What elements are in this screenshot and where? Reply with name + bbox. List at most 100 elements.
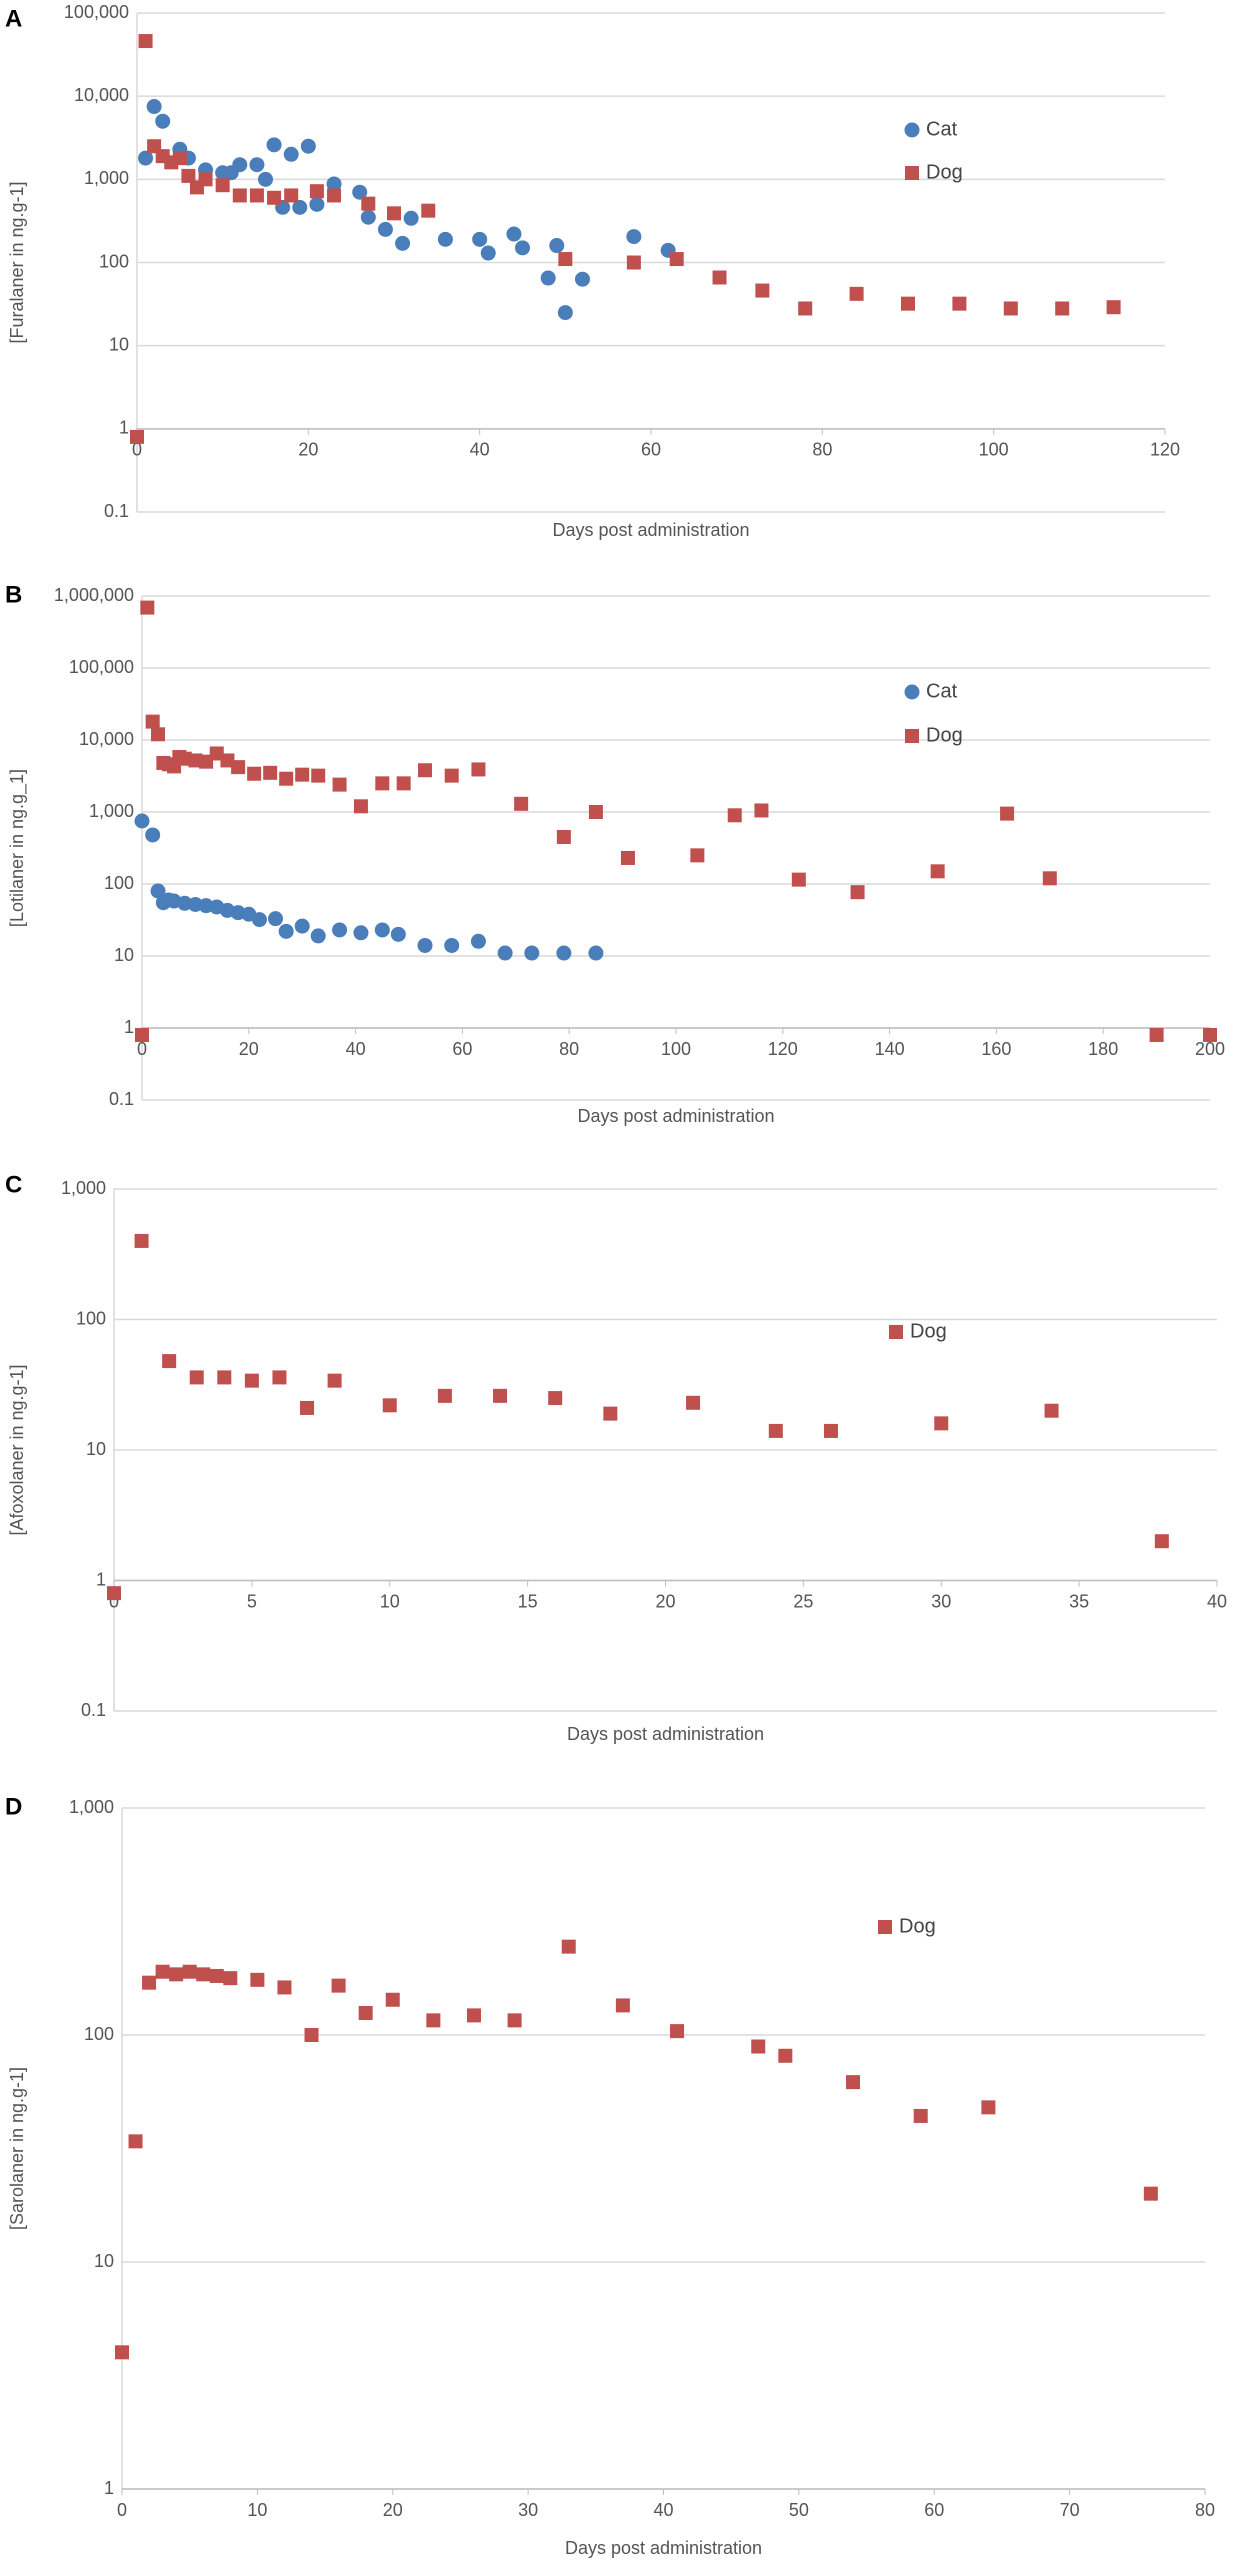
data-point	[361, 196, 376, 211]
y-tick-label: 1,000	[89, 801, 134, 821]
y-tick-label: 1,000	[84, 168, 129, 188]
data-point	[277, 1980, 292, 1995]
x-axis-label: Days post administration	[567, 1724, 764, 1744]
data-point	[284, 188, 299, 203]
data-point	[472, 231, 488, 247]
y-tick-label: 100	[104, 873, 134, 893]
x-axis-label: Days post administration	[552, 520, 749, 540]
data-point	[768, 1423, 783, 1438]
data-point	[279, 771, 294, 786]
data-point	[249, 157, 265, 173]
data-point	[471, 762, 486, 777]
data-point	[326, 176, 342, 192]
data-point	[669, 252, 684, 267]
data-point	[232, 188, 247, 203]
y-tick-label: 100	[99, 251, 129, 271]
y-tick-label: 10,000	[79, 729, 134, 749]
x-tick-label: 15	[518, 1591, 538, 1611]
y-tick-label: 100,000	[64, 2, 129, 22]
data-point	[138, 150, 154, 166]
x-tick-label: 20	[655, 1591, 675, 1611]
data-point	[353, 799, 368, 814]
data-point	[209, 746, 224, 761]
x-tick-label: 5	[247, 1591, 257, 1611]
data-point	[556, 945, 572, 961]
x-tick-label: 80	[812, 440, 832, 460]
data-point	[145, 714, 160, 729]
x-tick-label: 100	[661, 1039, 691, 1059]
data-point	[778, 2048, 793, 2063]
data-point	[352, 184, 368, 200]
data-point	[574, 271, 590, 287]
x-tick-label: 20	[383, 2500, 403, 2520]
y-tick-label: 1,000	[69, 1797, 114, 1817]
data-point	[115, 2345, 129, 2360]
legend-label: Dog	[899, 1915, 936, 1937]
y-tick-label: 1	[119, 418, 129, 438]
x-tick-label: 60	[924, 2500, 944, 2520]
data-point	[507, 2013, 522, 2028]
x-tick-label: 60	[452, 1039, 472, 1059]
data-point	[913, 2108, 928, 2123]
data-point	[223, 1971, 238, 1986]
data-point	[493, 1388, 508, 1403]
y-tick-label: 1,000,000	[54, 585, 134, 605]
x-tick-label: 40	[1207, 1591, 1227, 1611]
data-point	[292, 199, 308, 215]
data-point	[138, 34, 153, 49]
x-tick-label: 30	[518, 2500, 538, 2520]
data-point	[466, 2008, 481, 2023]
data-point	[146, 99, 162, 115]
data-point	[588, 945, 604, 961]
data-point	[331, 1978, 346, 1993]
x-tick-label: 80	[1195, 2500, 1215, 2520]
data-point	[514, 796, 529, 811]
data-point	[561, 1939, 576, 1954]
y-tick-label: 10	[114, 945, 134, 965]
legend-marker	[905, 166, 919, 180]
data-point	[332, 777, 347, 792]
x-tick-label: 80	[559, 1039, 579, 1059]
x-tick-label: 10	[247, 2500, 267, 2520]
data-point	[142, 1975, 157, 1990]
data-point	[360, 209, 376, 225]
data-point	[426, 2013, 441, 2028]
data-point	[272, 1370, 287, 1385]
x-tick-label: 200	[1195, 1039, 1225, 1059]
data-point	[1203, 1027, 1217, 1042]
data-point	[934, 1416, 949, 1431]
y-tick-label: 10	[109, 334, 129, 354]
x-tick-label: 30	[931, 1591, 951, 1611]
data-point	[134, 813, 150, 829]
data-point	[1055, 301, 1070, 316]
data-point	[151, 727, 166, 742]
data-point	[135, 1027, 149, 1042]
data-point	[515, 240, 530, 256]
data-point	[930, 864, 945, 879]
data-point	[1154, 1534, 1169, 1549]
data-point	[798, 301, 813, 316]
data-point	[558, 252, 573, 267]
data-point	[390, 926, 406, 942]
data-point	[220, 753, 235, 768]
x-tick-label: 20	[239, 1039, 259, 1059]
panel-label: C	[5, 1171, 22, 1198]
data-point	[524, 945, 540, 961]
data-point	[615, 1998, 630, 2013]
data-point	[181, 168, 196, 183]
data-point	[182, 1964, 197, 1979]
data-point	[250, 1972, 265, 1987]
data-point	[309, 184, 324, 199]
data-point	[232, 157, 248, 173]
data-point	[155, 1964, 170, 1979]
x-tick-label: 180	[1088, 1039, 1118, 1059]
data-point	[901, 296, 915, 311]
data-point	[263, 765, 278, 780]
data-point	[300, 1400, 315, 1415]
data-point	[169, 1967, 184, 1982]
data-point	[231, 760, 246, 775]
legend-label: Cat	[926, 680, 958, 702]
data-point	[444, 937, 460, 953]
data-point	[437, 231, 453, 247]
legend-marker	[904, 684, 920, 700]
